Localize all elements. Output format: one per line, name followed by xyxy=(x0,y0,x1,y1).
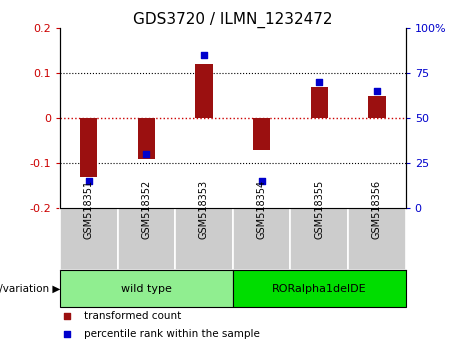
Point xyxy=(315,80,323,85)
Bar xyxy=(60,270,233,307)
Bar xyxy=(368,96,385,118)
Point xyxy=(85,178,92,184)
Text: wild type: wild type xyxy=(121,284,172,293)
Text: GSM518351: GSM518351 xyxy=(84,180,94,239)
Bar xyxy=(80,118,97,177)
Text: GSM518353: GSM518353 xyxy=(199,180,209,239)
Bar xyxy=(195,64,213,118)
Bar xyxy=(311,87,328,118)
Bar xyxy=(233,270,406,307)
Text: GSM518355: GSM518355 xyxy=(314,180,324,239)
Bar xyxy=(118,209,175,270)
Point xyxy=(373,88,381,94)
Bar xyxy=(138,118,155,159)
Bar xyxy=(233,209,290,270)
Title: GDS3720 / ILMN_1232472: GDS3720 / ILMN_1232472 xyxy=(133,12,332,28)
Bar xyxy=(60,209,118,270)
Bar xyxy=(348,209,406,270)
Text: genotype/variation ▶: genotype/variation ▶ xyxy=(0,284,60,293)
Bar xyxy=(253,118,270,150)
Point xyxy=(200,52,207,58)
Text: percentile rank within the sample: percentile rank within the sample xyxy=(84,329,260,339)
Point xyxy=(142,152,150,157)
Text: GSM518356: GSM518356 xyxy=(372,180,382,239)
Text: GSM518354: GSM518354 xyxy=(257,180,266,239)
Point xyxy=(292,239,299,245)
Point xyxy=(258,178,266,184)
Bar xyxy=(290,209,348,270)
Bar xyxy=(175,209,233,270)
Text: GSM518352: GSM518352 xyxy=(142,180,151,239)
Point xyxy=(292,73,299,79)
Text: transformed count: transformed count xyxy=(84,311,181,321)
Text: RORalpha1delDE: RORalpha1delDE xyxy=(272,284,366,293)
